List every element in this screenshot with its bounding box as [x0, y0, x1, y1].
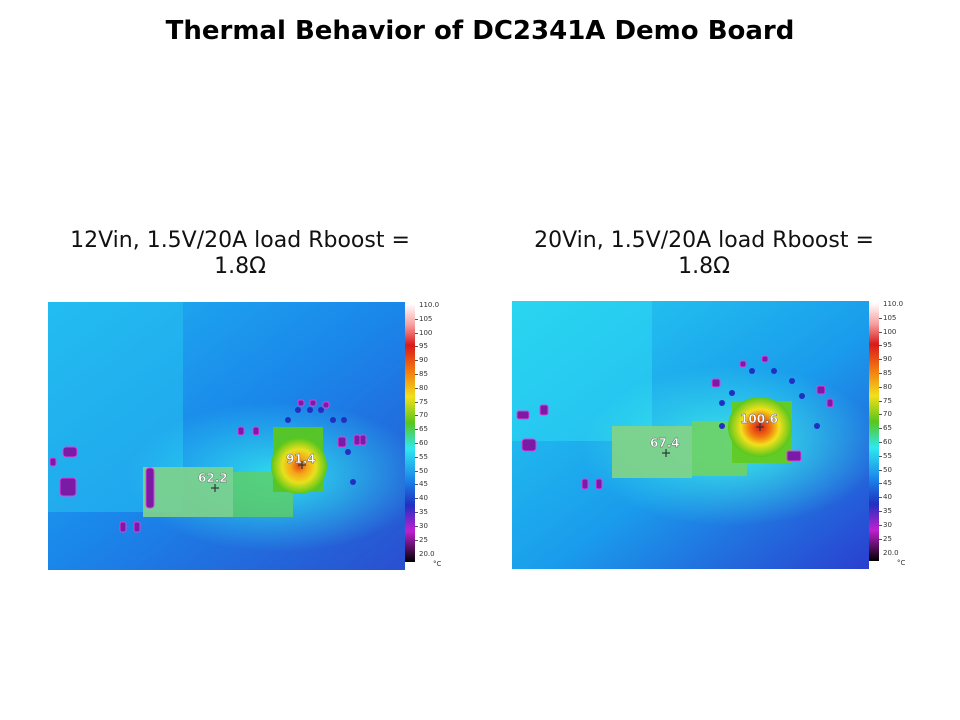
- scale-tick-mark: [879, 428, 882, 430]
- scale-tick-label: 70: [419, 411, 428, 420]
- scale-tick-label: 105: [883, 313, 897, 322]
- scale-tick-label: 85: [883, 369, 892, 377]
- scale-tick-mark: [415, 332, 418, 334]
- scale-tick-label: 90: [883, 355, 892, 364]
- scale-tick-mark: [879, 317, 882, 319]
- scale-tick-mark: [415, 374, 418, 375]
- right-scale-min: 20.0: [883, 549, 899, 557]
- scale-tick-mark: [879, 414, 882, 416]
- scale-tick-mark: [415, 498, 418, 500]
- scale-tick-mark: [415, 525, 418, 527]
- right-scale-max: 110.0: [883, 300, 904, 308]
- scale-tick-label: 25: [883, 534, 892, 543]
- scale-tick-mark: [415, 470, 418, 472]
- scale-tick-label: 95: [883, 341, 892, 350]
- scale-tick-mark: [415, 539, 418, 541]
- right-scale-bar: [869, 303, 879, 561]
- scale-tick-label: 25: [419, 535, 428, 544]
- scale-tick-mark: [415, 387, 418, 389]
- scale-tick-label: 80: [883, 382, 892, 391]
- left-hotspot-temp: 91.4: [286, 452, 316, 466]
- left-thermal-image: 91.4 62.2: [48, 302, 405, 570]
- scale-tick-label: 65: [883, 424, 892, 433]
- scale-tick-mark: [415, 484, 418, 486]
- scale-tick-label: 45: [419, 480, 428, 489]
- left-scale-min: 20.0: [419, 550, 435, 558]
- scale-tick-mark: [415, 401, 418, 403]
- scale-tick-mark: [879, 373, 882, 374]
- scale-tick-label: 85: [419, 370, 428, 378]
- scale-tick-mark: [879, 455, 882, 457]
- right-caption: 20Vin, 1.5V/20A load Rboost = 1.8Ω: [494, 228, 914, 280]
- left-caption: 12Vin, 1.5V/20A load Rboost = 1.8Ω: [30, 228, 450, 280]
- right-secondary-temp: 67.4: [650, 436, 680, 450]
- scale-tick-label: 75: [883, 396, 892, 405]
- scale-tick-label: 30: [419, 521, 428, 530]
- scale-tick-mark: [879, 400, 882, 402]
- scale-tick-mark: [879, 538, 882, 540]
- right-caption-line1: 20Vin, 1.5V/20A load Rboost =: [534, 228, 874, 253]
- scale-tick-label: 90: [419, 356, 428, 365]
- scale-tick-label: 45: [883, 479, 892, 488]
- scale-tick-mark: [415, 346, 418, 348]
- scale-tick-mark: [415, 318, 418, 320]
- right-hotspot-temp: 100.6: [740, 412, 778, 426]
- scale-tick-label: 40: [883, 493, 892, 502]
- scale-tick-label: 30: [883, 520, 892, 529]
- scale-tick-mark: [415, 456, 418, 458]
- scale-tick-label: 100: [419, 328, 433, 337]
- scale-tick-label: 35: [883, 507, 892, 515]
- scale-tick-mark: [415, 443, 418, 444]
- left-scale-bar: [405, 304, 415, 562]
- scale-tick-label: 75: [419, 397, 428, 406]
- left-color-scale: 105 100 95 90 85 80 75 70 65 60 55 50 45 40 35 30 25 110…: [405, 302, 445, 570]
- scale-tick-label: 100: [883, 327, 897, 336]
- scale-tick-mark: [879, 469, 882, 471]
- scale-tick-mark: [879, 511, 882, 512]
- scale-tick-mark: [879, 524, 882, 526]
- scale-tick-mark: [879, 331, 882, 333]
- scale-tick-label: 95: [419, 342, 428, 351]
- scale-tick-mark: [879, 345, 882, 347]
- scale-tick-mark: [879, 442, 882, 443]
- scale-tick-mark: [879, 497, 882, 499]
- right-thermal-image: 100.6 67.4: [512, 301, 869, 569]
- scale-tick-label: 50: [419, 466, 428, 475]
- right-caption-line2: 1.8Ω: [678, 254, 730, 279]
- scale-tick-mark: [879, 359, 882, 361]
- scale-tick-label: 55: [419, 452, 428, 461]
- left-scale-unit: °C: [433, 560, 442, 568]
- left-scale-max: 110.0: [419, 301, 440, 309]
- scale-tick-label: 70: [883, 410, 892, 419]
- scale-tick-label: 60: [419, 439, 428, 447]
- left-caption-line2: 1.8Ω: [214, 254, 266, 279]
- slide-title: Thermal Behavior of DC2341A Demo Board: [165, 16, 795, 46]
- scale-tick-label: 105: [419, 314, 433, 323]
- left-secondary-temp: 62.2: [198, 471, 228, 485]
- scale-tick-mark: [415, 415, 418, 417]
- scale-tick-mark: [415, 360, 418, 362]
- right-color-scale: 105 100 95 90 85 80 75 70 65 60 55 50 45 40 35 30 25 110…: [869, 301, 909, 569]
- left-caption-line1: 12Vin, 1.5V/20A load Rboost =: [70, 228, 410, 253]
- right-scale-unit: °C: [897, 559, 906, 567]
- scale-tick-label: 55: [883, 451, 892, 460]
- scale-tick-label: 40: [419, 494, 428, 503]
- scale-tick-label: 35: [419, 508, 428, 516]
- scale-tick-label: 60: [883, 438, 892, 446]
- scale-tick-mark: [415, 429, 418, 431]
- scale-tick-mark: [415, 512, 418, 513]
- scale-tick-mark: [879, 386, 882, 388]
- scale-tick-label: 65: [419, 425, 428, 434]
- scale-tick-mark: [879, 483, 882, 485]
- scale-tick-label: 80: [419, 383, 428, 392]
- scale-tick-label: 50: [883, 465, 892, 474]
